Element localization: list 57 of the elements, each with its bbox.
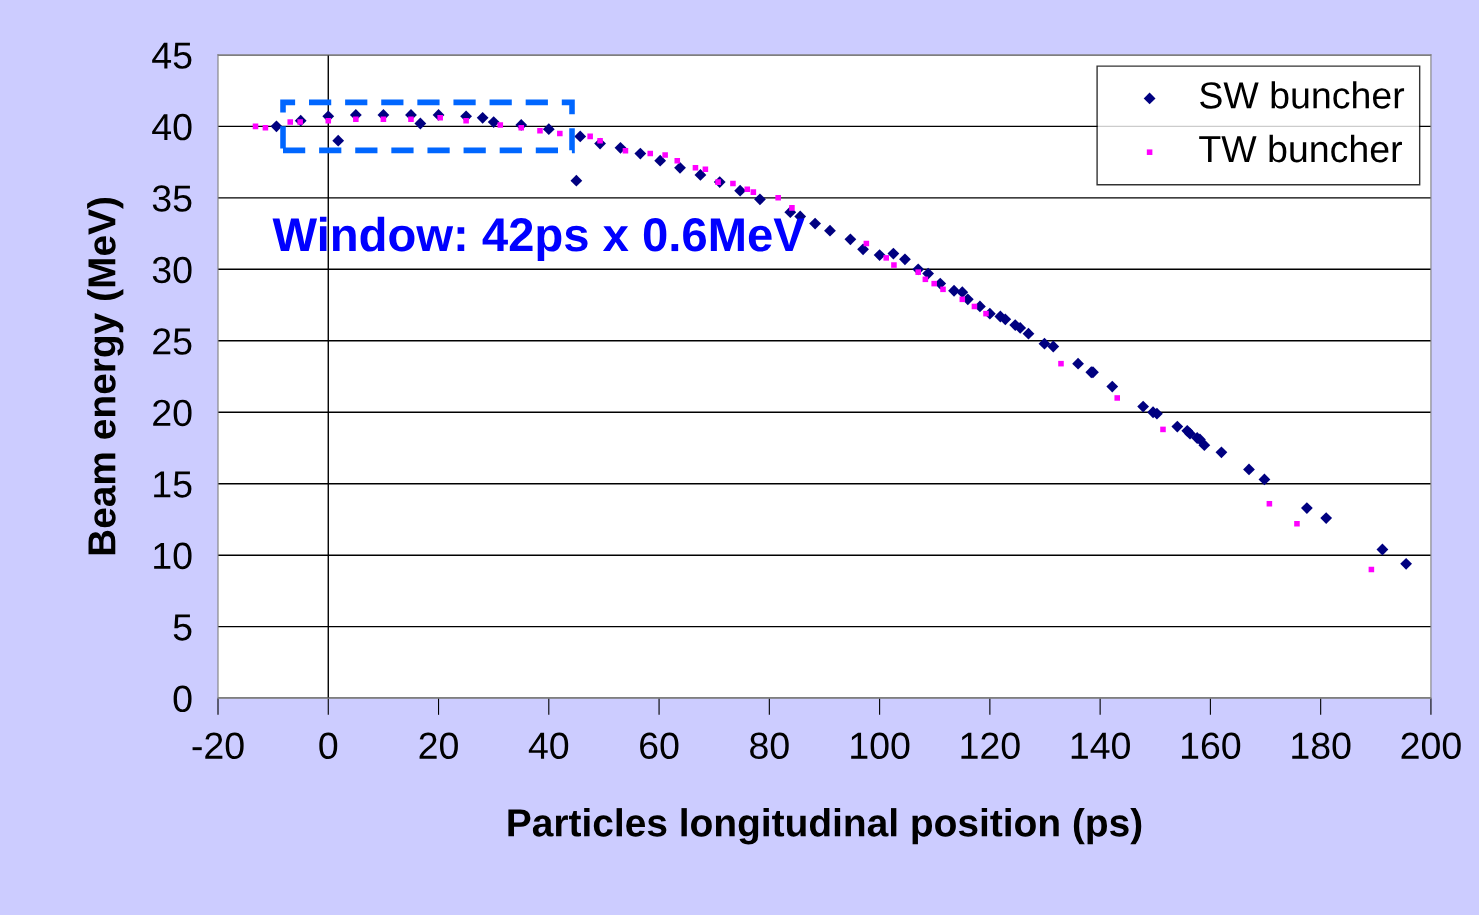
point — [1294, 520, 1300, 527]
y-tick-label: 40 — [152, 113, 192, 141]
x-axis-title: Particles longitudinal position (ps) — [508, 808, 1142, 845]
point — [692, 165, 699, 171]
point — [891, 262, 897, 268]
x-tick-label: 200 — [1401, 732, 1461, 760]
y-tick-label: 0 — [173, 685, 192, 713]
y-tick-label: 35 — [152, 185, 192, 212]
point — [775, 195, 781, 201]
point — [463, 117, 469, 124]
point — [380, 116, 387, 122]
x-tick-label: 180 — [1292, 732, 1351, 760]
point — [1160, 426, 1166, 433]
point — [744, 186, 751, 193]
legend-label: SW buncher — [1200, 81, 1405, 109]
x-tick-label: 40 — [528, 732, 569, 760]
point — [662, 152, 668, 158]
point — [1266, 500, 1273, 507]
x-tick-label: 60 — [640, 732, 679, 760]
x-tick-label: 80 — [750, 732, 789, 760]
point — [408, 116, 414, 122]
y-tick-label: 25 — [153, 328, 192, 355]
point — [325, 117, 332, 124]
point — [1114, 395, 1120, 401]
point — [587, 133, 593, 140]
y-tick-label: 15 — [154, 471, 192, 498]
point — [674, 157, 681, 164]
point — [931, 280, 937, 287]
point — [940, 286, 946, 293]
legend-label: TW buncher — [1199, 134, 1402, 163]
point — [537, 127, 543, 134]
x-tick-label: 120 — [961, 732, 1020, 760]
y-tick-label: 45 — [152, 42, 192, 69]
x-tick-label: 140 — [1071, 732, 1130, 760]
point — [647, 150, 654, 157]
x-tick-label: 160 — [1181, 732, 1241, 760]
point — [983, 310, 989, 317]
y-tick-label: 10 — [154, 542, 192, 570]
point — [557, 130, 563, 137]
y-tick-label: 5 — [173, 614, 192, 641]
x-tick-label: 0 — [319, 732, 338, 760]
point — [353, 116, 359, 122]
y-tick-label: 30 — [152, 256, 192, 284]
point — [750, 189, 757, 195]
point — [730, 180, 736, 187]
point — [702, 166, 709, 173]
point — [262, 125, 269, 131]
point — [497, 122, 504, 128]
y-tick-label: 20 — [153, 399, 192, 427]
x-tick-label: 20 — [419, 732, 458, 760]
point — [287, 119, 294, 125]
y-axis-title: Beam energy (MeV) — [87, 197, 124, 555]
point — [1058, 360, 1064, 367]
x-tick-label: 100 — [851, 732, 910, 760]
x-tick-label: -20 — [192, 732, 244, 760]
point — [789, 205, 795, 211]
point — [883, 255, 889, 261]
